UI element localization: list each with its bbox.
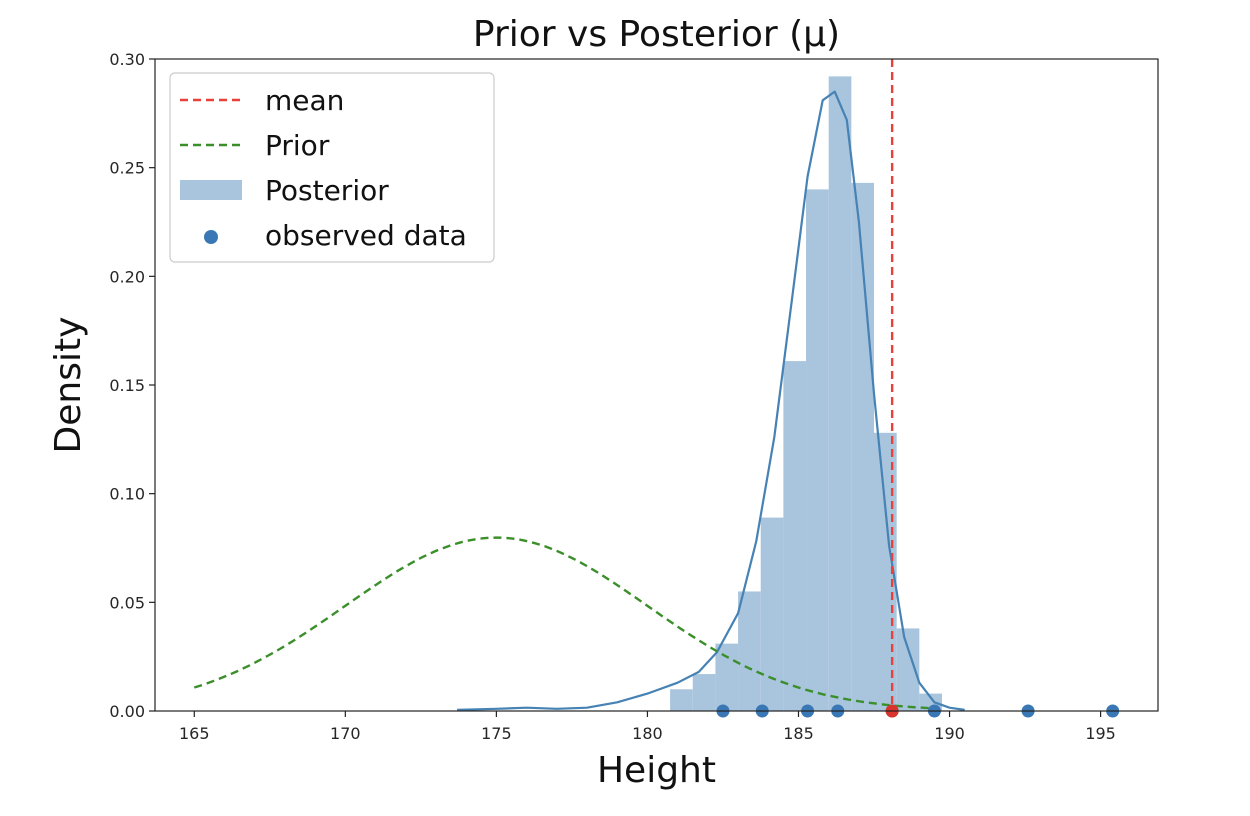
plot-area	[193, 59, 965, 711]
x-axis-title: Height	[597, 750, 716, 791]
x-tick-label: 195	[1085, 724, 1116, 743]
x-tick-label: 165	[179, 724, 210, 743]
x-tick-label: 175	[481, 724, 512, 743]
legend-observed-data-label: observed data	[265, 219, 467, 252]
histogram-bar	[896, 628, 920, 711]
histogram-bar	[692, 674, 716, 711]
prior-curve	[193, 536, 935, 710]
legend-box	[169, 72, 495, 263]
axes: 165 170 175 180 185 190 195 0.00 0.05 0.10 0.15 0.2…	[109, 50, 1159, 743]
histogram-bar	[828, 76, 852, 711]
legend-posterior-marker	[180, 180, 242, 200]
y-tick-label: 0.05	[109, 593, 145, 612]
chart-title: Prior vs Posterior (μ)	[473, 14, 840, 55]
x-tick-label: 185	[783, 724, 814, 743]
legend: mean Prior Posterior observed data	[169, 72, 495, 263]
histogram-bar	[738, 591, 761, 711]
x-tick-label: 180	[632, 724, 663, 743]
legend-prior-label: Prior	[265, 129, 330, 162]
histogram-bar	[851, 182, 875, 711]
y-tick-label: 0.15	[109, 376, 145, 395]
histogram-bar	[760, 517, 784, 711]
legend-posterior-label: Posterior	[265, 174, 389, 207]
histogram-bar	[806, 189, 829, 711]
histogram-bar	[715, 643, 739, 711]
y-tick-label: 0.20	[109, 267, 145, 286]
y-tick-label: 0.10	[109, 485, 145, 504]
y-tick-label: 0.30	[109, 50, 145, 69]
legend-observed-data-marker	[204, 230, 218, 244]
histogram-bar	[783, 361, 807, 711]
y-axis-title: Density	[48, 317, 89, 454]
x-tick-label: 190	[934, 724, 965, 743]
posterior-kde-line	[457, 90, 965, 711]
y-tick-label: 0.25	[109, 159, 145, 178]
y-tick-label: 0.00	[109, 702, 145, 721]
legend-mean-label: mean	[265, 84, 344, 117]
x-tick-label: 170	[330, 724, 361, 743]
histogram-bar	[670, 689, 693, 711]
